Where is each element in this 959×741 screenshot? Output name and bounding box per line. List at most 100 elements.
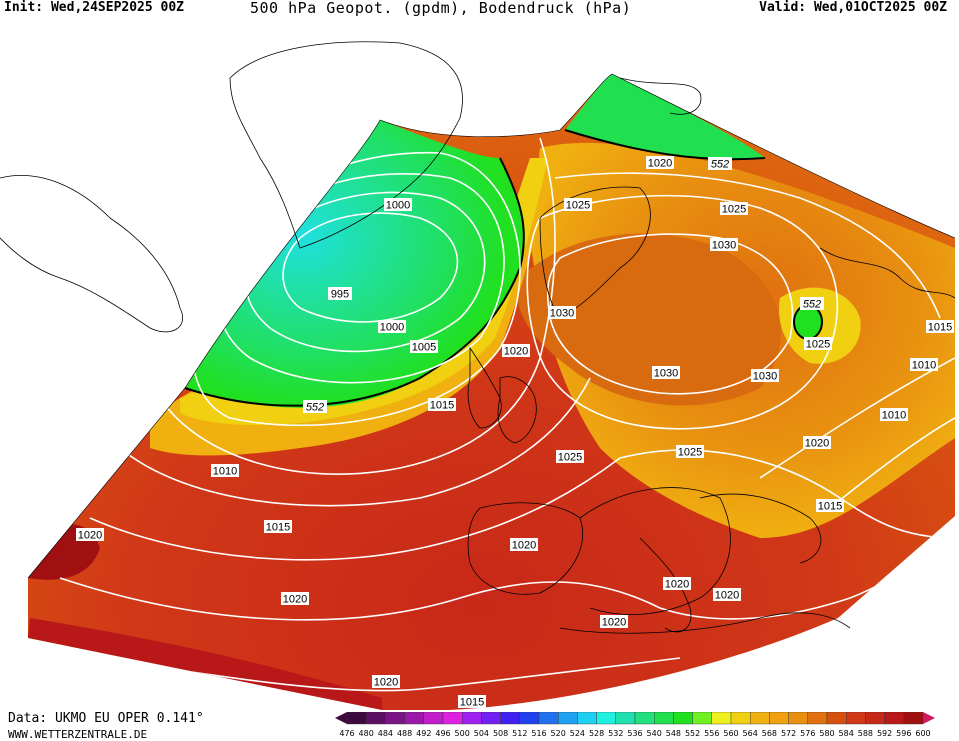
legend-tick-label: 584 — [839, 729, 854, 738]
legend-tick-label: 500 — [455, 729, 470, 738]
legend-tick-label: 596 — [896, 729, 911, 738]
legend-swatch — [404, 712, 424, 725]
legend-tick-label: 476 — [339, 729, 354, 738]
legend-swatch — [884, 712, 904, 725]
legend-tick-label: 600 — [915, 729, 930, 738]
svg-text:1025: 1025 — [806, 339, 830, 351]
legend-swatch — [423, 712, 444, 725]
svg-text:1020: 1020 — [665, 579, 689, 591]
legend-swatch — [769, 712, 789, 725]
legend-tick-label: 492 — [416, 729, 431, 738]
data-source: Data: UKMO EU OPER 0.141° — [8, 711, 204, 726]
svg-text:1030: 1030 — [550, 308, 574, 320]
legend-swatch — [634, 712, 655, 725]
isobar-labels: 1020 1025 1025 1030 1000 995 1000 1005 5… — [76, 156, 954, 709]
svg-text:552: 552 — [803, 299, 821, 311]
legend-tick-label: 572 — [781, 729, 796, 738]
valid-time: Valid: Wed,01OCT2025 00Z — [759, 0, 947, 15]
legend-tick-label: 568 — [762, 729, 777, 738]
website-url: WWW.WETTERZENTRALE.DE — [8, 728, 148, 741]
header-bar: Init: Wed,24SEP2025 00Z 500 hPa Geopot. … — [0, 0, 959, 18]
svg-text:1020: 1020 — [602, 617, 626, 629]
legend-tick-label: 488 — [397, 729, 412, 738]
svg-text:1025: 1025 — [566, 200, 590, 212]
legend-tick-label: 556 — [704, 729, 719, 738]
svg-text:1015: 1015 — [266, 522, 290, 534]
legend-swatch — [461, 712, 482, 725]
svg-text:1020: 1020 — [648, 158, 672, 170]
svg-text:552: 552 — [306, 402, 324, 414]
legend-swatch — [385, 712, 405, 725]
legend-arrow-left — [335, 712, 347, 724]
svg-text:1010: 1010 — [912, 360, 936, 372]
isobar-label-extra: 1020 — [372, 675, 400, 689]
legend-swatch — [730, 712, 751, 725]
legend-swatch — [577, 712, 597, 725]
color-legend: 476 480 484 488 492 496 500 504 508 512 516 520 524 5… — [335, 712, 935, 738]
legend-swatch — [826, 712, 847, 725]
svg-text:1030: 1030 — [753, 371, 777, 383]
geopotential-field — [28, 74, 955, 710]
legend-tick-label: 480 — [359, 729, 374, 738]
legend-swatch — [846, 712, 866, 725]
svg-text:1000: 1000 — [386, 200, 410, 212]
svg-text:995: 995 — [331, 289, 349, 301]
svg-text:1020: 1020 — [715, 590, 739, 602]
svg-text:1020: 1020 — [504, 346, 528, 358]
legend-tick-label: 524 — [570, 729, 585, 738]
legend-tick-label: 588 — [858, 729, 873, 738]
legend-tick-label: 548 — [666, 729, 681, 738]
svg-text:1025: 1025 — [678, 447, 702, 459]
legend-swatch — [711, 712, 732, 725]
weather-map: 1020 1025 1025 1030 1000 995 1000 1005 5… — [0, 41, 956, 710]
legend-swatch — [673, 712, 693, 725]
svg-text:1020: 1020 — [78, 530, 102, 542]
legend-swatch — [615, 712, 636, 725]
svg-text:1015: 1015 — [818, 501, 842, 513]
legend-tick-label: 528 — [589, 729, 604, 738]
svg-text:1015: 1015 — [460, 697, 484, 709]
svg-text:1030: 1030 — [712, 240, 736, 252]
legend-swatch — [596, 712, 617, 725]
legend-tick-label: 536 — [627, 729, 642, 738]
legend-swatch — [865, 712, 885, 725]
svg-text:1020: 1020 — [283, 594, 307, 606]
chart-title: 500 hPa Geopot. (gpdm), Bodendruck (hPa) — [250, 0, 632, 17]
legend-tick-label: 580 — [819, 729, 834, 738]
legend-swatch — [500, 712, 521, 725]
coastlines — [0, 41, 956, 634]
init-time: Init: Wed,24SEP2025 00Z — [4, 0, 185, 15]
legend-swatch — [519, 712, 540, 725]
legend-swatch — [654, 712, 674, 725]
svg-text:1015: 1015 — [928, 322, 952, 334]
legend-swatch — [807, 712, 828, 725]
svg-text:1010: 1010 — [882, 410, 906, 422]
legend-tick-label: 592 — [877, 729, 892, 738]
label: 1020 — [646, 156, 674, 170]
svg-text:1020: 1020 — [512, 540, 536, 552]
svg-text:1005: 1005 — [412, 342, 436, 354]
svg-text:1030: 1030 — [654, 368, 678, 380]
legend-tick-label: 484 — [378, 729, 393, 738]
legend-swatch — [692, 712, 713, 725]
legend-arrow-right — [923, 712, 935, 724]
svg-text:1025: 1025 — [722, 204, 746, 216]
legend-tick-label: 508 — [493, 729, 508, 738]
legend-swatch — [366, 712, 386, 725]
svg-text:1010: 1010 — [213, 466, 237, 478]
legend-tick-label: 520 — [551, 729, 566, 738]
legend-swatch — [750, 712, 770, 725]
legend-tick-label: 516 — [531, 729, 546, 738]
svg-text:552: 552 — [711, 159, 729, 171]
legend-swatch — [442, 712, 463, 725]
svg-text:1000: 1000 — [380, 322, 404, 334]
svg-text:1015: 1015 — [430, 400, 454, 412]
legend-swatch — [346, 712, 367, 725]
legend-tick-label: 552 — [685, 729, 700, 738]
svg-text:1020: 1020 — [805, 438, 829, 450]
legend-swatch — [538, 712, 559, 725]
legend-swatch — [557, 712, 578, 725]
legend-tick-label: 560 — [723, 729, 738, 738]
legend-tick-label: 504 — [474, 729, 489, 738]
legend-swatch — [481, 712, 501, 725]
